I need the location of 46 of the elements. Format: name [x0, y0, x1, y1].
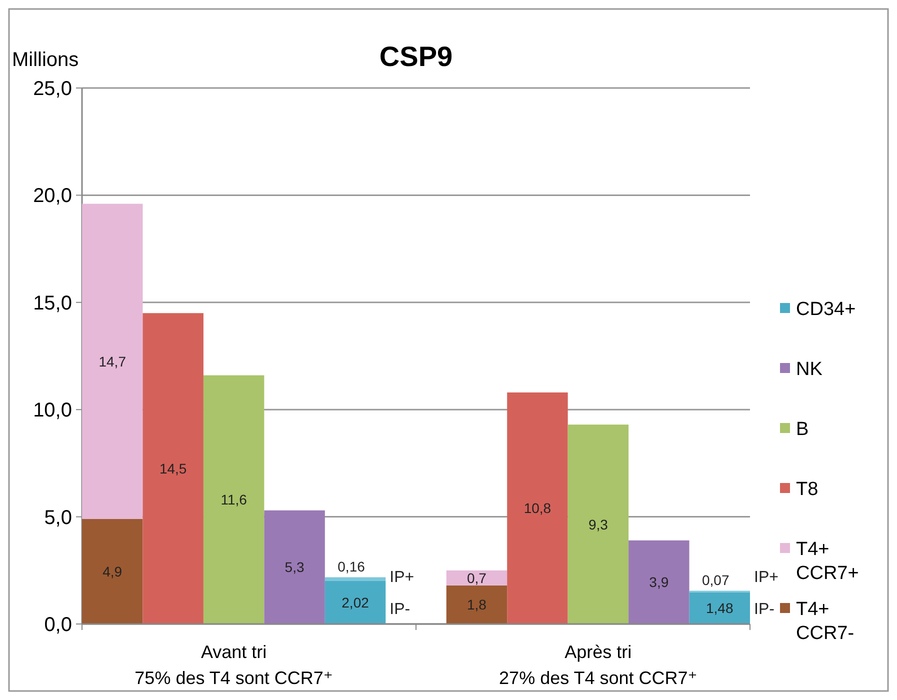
legend-label: CD34+	[796, 299, 856, 320]
y-tick-label: 5,0	[44, 506, 72, 529]
data-label: 0,16	[338, 558, 366, 574]
annotation: IP+	[390, 569, 414, 586]
data-label: 2,02	[342, 594, 370, 610]
y-tick-label: 0,0	[44, 614, 72, 636]
bar	[82, 518, 143, 624]
bar	[324, 580, 386, 624]
data-label: 10,8	[524, 500, 552, 516]
annotation: IP-	[390, 601, 410, 618]
bar	[264, 510, 325, 624]
bar	[507, 392, 568, 624]
data-label: 5,3	[284, 559, 304, 576]
bar	[82, 204, 143, 519]
y-tick-label: 20,0	[33, 185, 72, 208]
data-label: 11,6	[220, 492, 248, 508]
legend-label: B	[796, 419, 809, 440]
text: IP-	[754, 601, 774, 618]
text: IP+	[754, 569, 778, 586]
y-tick-label: 25,0	[33, 78, 72, 100]
legend-label: T8	[796, 479, 818, 500]
bar	[446, 585, 508, 624]
bar	[142, 313, 204, 624]
data-label: 1,48	[706, 600, 734, 616]
data-label: 14,7	[98, 353, 126, 370]
legend-label: NK	[796, 359, 823, 380]
bar	[628, 540, 690, 624]
y-tick-label: 10,0	[33, 400, 72, 422]
data-label: 4,9	[102, 563, 122, 580]
data-label: 0,07	[702, 572, 730, 588]
data-label: 0,7	[466, 570, 487, 586]
bar	[568, 424, 629, 624]
bar	[689, 592, 750, 624]
data-label: 1,8	[466, 596, 487, 613]
legend-label: T4+ CCR7+	[796, 539, 859, 584]
y-axis-title: Millions	[12, 49, 79, 71]
x-tick-label: Après tri 27% des T4 sont CCR7⁺	[499, 642, 698, 688]
data-label: 3,9	[649, 574, 669, 590]
x-tick-label: Avant tri 75% des T4 sont CCR7⁺	[134, 642, 333, 688]
bar	[446, 570, 508, 586]
data-label: 14,5	[159, 460, 187, 477]
bar	[203, 375, 264, 624]
y-tick-label: 15,0	[33, 292, 72, 314]
data-label: 9,3	[588, 516, 608, 532]
legend-label: T4+ CCR7-	[796, 599, 854, 644]
chart-title: CSP9	[379, 41, 453, 72]
